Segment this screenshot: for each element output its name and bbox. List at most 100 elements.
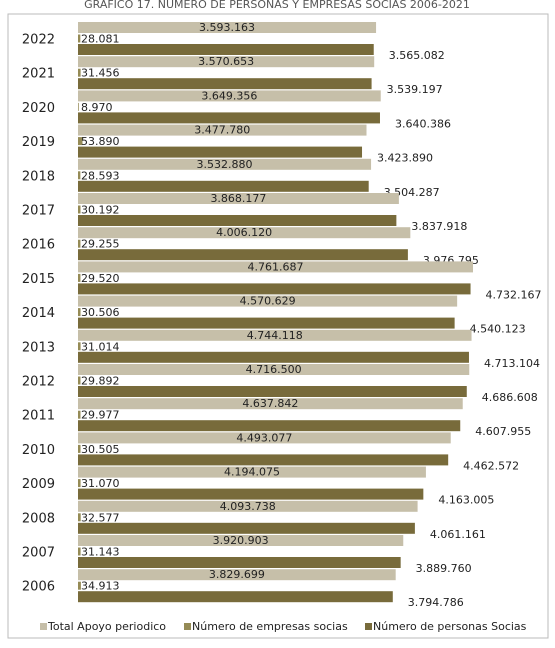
value-label: 4.093.738 <box>220 500 276 513</box>
value-label: 4.713.104 <box>484 357 540 370</box>
bar <box>78 329 472 341</box>
y-tick-label: 2009 <box>22 477 55 492</box>
value-label: 4.570.629 <box>240 295 296 308</box>
value-label: 4.744.118 <box>247 329 303 342</box>
bar <box>78 364 470 375</box>
bar <box>78 547 81 556</box>
bar <box>78 56 375 68</box>
bar <box>78 557 401 568</box>
y-tick-label: 2011 <box>22 409 55 424</box>
value-label: 4.686.608 <box>482 391 538 404</box>
value-label: 3.868.177 <box>210 192 266 205</box>
bar <box>78 479 81 488</box>
value-label: 3.649.356 <box>201 89 257 102</box>
y-tick-label: 2014 <box>22 306 55 321</box>
bar <box>78 283 471 295</box>
bar <box>78 146 363 158</box>
bar <box>78 420 461 432</box>
value-label: 29.892 <box>81 375 120 388</box>
y-tick-label: 2020 <box>22 101 55 116</box>
bar <box>78 227 411 239</box>
bar <box>78 581 81 590</box>
value-label: 30.506 <box>81 306 120 319</box>
value-label: 4.462.572 <box>463 459 519 472</box>
bar <box>78 410 81 419</box>
bar <box>78 34 81 43</box>
value-label: 28.081 <box>81 33 120 46</box>
legend-swatch <box>365 623 372 630</box>
bar <box>78 454 449 466</box>
value-label: 4.732.167 <box>486 288 542 301</box>
value-label: 31.143 <box>81 546 120 559</box>
chart-frame <box>7 13 549 639</box>
value-label: 3.565.082 <box>389 49 445 62</box>
bar <box>78 205 81 214</box>
bar <box>78 158 372 170</box>
value-label: 4.061.161 <box>430 528 486 541</box>
bar <box>78 124 367 136</box>
y-tick-label: 2013 <box>22 340 55 355</box>
bar <box>78 466 426 478</box>
value-label: 30.192 <box>81 204 120 217</box>
bar <box>78 273 81 282</box>
value-label: 3.532.880 <box>197 158 253 171</box>
bar <box>78 249 408 261</box>
value-label: 3.539.197 <box>387 83 443 96</box>
value-label: 29.520 <box>81 272 120 285</box>
bar <box>78 78 372 90</box>
bar <box>78 569 396 581</box>
bar <box>78 90 381 102</box>
bar <box>78 295 458 307</box>
bar <box>78 193 399 204</box>
bar <box>78 488 424 500</box>
bar <box>78 215 397 226</box>
legend-label: Total Apoyo periodico <box>47 620 166 633</box>
bar <box>78 342 81 351</box>
legend-label: Número de personas Socias <box>373 620 527 633</box>
bar <box>78 444 81 453</box>
value-label: 4.637.842 <box>242 397 298 410</box>
y-tick-label: 2019 <box>22 135 55 150</box>
bar <box>78 398 463 410</box>
y-tick-label: 2017 <box>22 204 55 219</box>
value-label: 3.829.699 <box>209 568 265 581</box>
bar <box>78 137 83 146</box>
bar <box>78 386 467 397</box>
bar <box>78 102 79 111</box>
value-label: 31.456 <box>81 67 120 80</box>
bar <box>78 513 81 522</box>
value-label: 8.970 <box>81 101 113 114</box>
value-label: 31.014 <box>81 340 120 353</box>
bar <box>78 317 455 329</box>
y-tick-label: 2008 <box>22 511 55 526</box>
value-label: 30.505 <box>81 443 120 456</box>
value-label: 3.570.653 <box>198 55 254 68</box>
bar <box>78 591 393 603</box>
bar <box>78 68 81 77</box>
value-label: 4.607.955 <box>475 425 531 438</box>
value-label: 29.255 <box>81 238 120 251</box>
bar <box>78 500 418 512</box>
value-label: 28.593 <box>81 169 120 182</box>
value-label: 34.913 <box>81 580 120 593</box>
bar <box>78 180 369 192</box>
y-tick-label: 2018 <box>22 169 55 184</box>
value-label: 3.640.386 <box>395 117 451 130</box>
bar <box>78 239 81 248</box>
bar <box>78 432 451 444</box>
value-label: 3.794.786 <box>408 596 464 609</box>
value-label: 4.540.123 <box>470 323 526 336</box>
value-label: 31.070 <box>81 477 120 490</box>
y-tick-label: 2006 <box>22 580 55 595</box>
y-tick-label: 2007 <box>22 546 55 561</box>
value-label: 4.761.687 <box>248 260 304 273</box>
bar <box>78 22 377 33</box>
y-tick-label: 2015 <box>22 272 55 287</box>
bar <box>78 522 415 534</box>
bar <box>78 261 473 273</box>
value-label: 3.837.918 <box>411 220 467 233</box>
legend-swatch <box>40 623 47 630</box>
legend-swatch <box>184 623 191 630</box>
value-label: 32.577 <box>81 511 120 524</box>
